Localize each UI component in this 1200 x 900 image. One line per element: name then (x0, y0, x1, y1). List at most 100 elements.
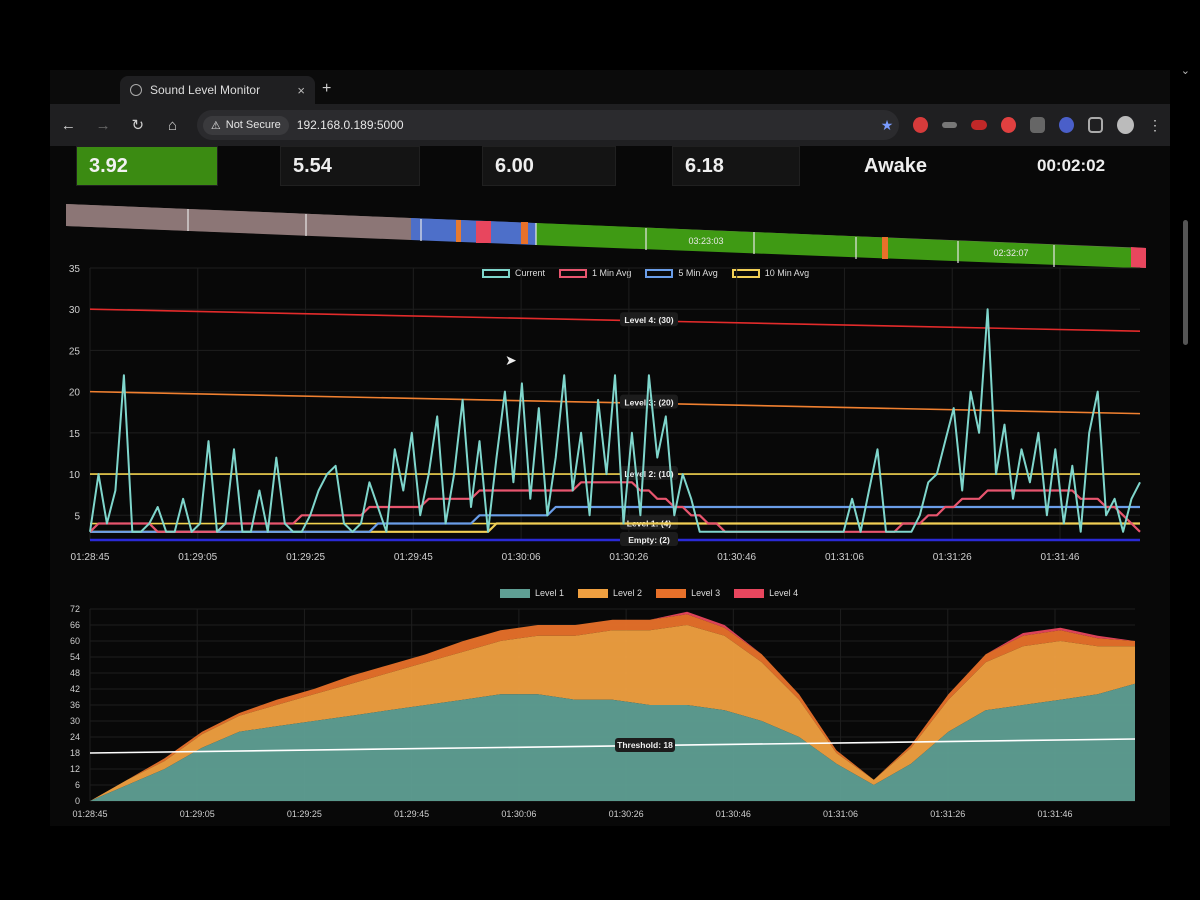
state-value: Awake (864, 154, 928, 177)
y-tick-label: 12 (70, 764, 80, 774)
line-chart-legend: Current 1 Min Avg 5 Min Avg 10 Min Avg (482, 268, 809, 278)
x-tick-label: 01:29:25 (286, 552, 325, 563)
x-tick-label: 01:30:26 (609, 809, 644, 819)
legend-swatch-1min (559, 268, 588, 278)
y-tick-label: 10 (69, 470, 81, 481)
security-label: Not Secure (225, 119, 281, 131)
tab-search-chevron-icon[interactable]: ⌄ (1180, 65, 1190, 77)
extensions-puzzle-icon[interactable] (1087, 117, 1104, 133)
legend-10min[interactable]: 10 Min Avg (731, 268, 809, 278)
legend-level3[interactable]: Level 3 (656, 588, 720, 598)
profile-avatar[interactable] (1117, 116, 1135, 134)
avg10-value: 6.18 (685, 154, 724, 177)
state-timeline: 03:23:03 02:32:07 (66, 204, 1146, 268)
y-tick-label: 36 (70, 700, 80, 710)
y-tick-label: 35 (69, 264, 81, 275)
threshold-label: Threshold: 18 (617, 740, 673, 750)
threshold-label-bg (615, 738, 675, 752)
threshold-label: Level 4: (30) (624, 315, 673, 325)
security-chip[interactable]: ⚠ Not Secure (202, 115, 289, 135)
legend-level2-label: Level 2 (613, 588, 643, 598)
scrollbar[interactable] (1183, 220, 1188, 345)
browser-toolbar: ← → ↻ ⌂ ⚠ Not Secure 192.168.0.189:5000 … (50, 104, 1170, 146)
area-level-2 (90, 625, 1135, 801)
threshold-label-bg (620, 466, 678, 481)
legend-swatch-level4 (734, 588, 765, 598)
x-tick-label: 01:29:05 (178, 552, 217, 563)
avg1-value: 5.54 (293, 154, 332, 177)
series-line-5-min-avg (90, 505, 1140, 533)
threshold-label: Level 2: (10) (624, 469, 673, 479)
address-bar[interactable]: ⚠ Not Secure 192.168.0.189:5000 ★ (196, 110, 900, 140)
legend-current[interactable]: Current (482, 268, 545, 278)
reload-icon[interactable]: ↻ (131, 117, 145, 134)
bookmark-star-icon[interactable]: ★ (880, 116, 894, 133)
current-level-value: 3.92 (89, 154, 128, 177)
timeline-label-2: 02:32:07 (993, 248, 1028, 258)
legend-1min-label: 1 Min Avg (592, 268, 632, 278)
legend-5min[interactable]: 5 Min Avg (645, 268, 718, 278)
timeline-quiet-segment (66, 204, 411, 240)
globe-icon (130, 84, 142, 96)
legend-level1[interactable]: Level 1 (500, 588, 564, 598)
y-tick-label: 42 (70, 684, 80, 694)
avg5-tile: 6.00 (482, 146, 616, 186)
series-line-1-min-avg (89, 481, 1141, 533)
legend-5min-label: 5 Min Avg (678, 268, 718, 278)
legend-level4-label: Level 4 (769, 588, 799, 598)
threshold-label-bg (620, 532, 678, 546)
sound-monitor-page: 3.92 5.54 6.00 6.18 Awake 00:02:02 03:23… (50, 146, 1170, 826)
legend-level4[interactable]: Level 4 (734, 588, 798, 598)
x-tick-label: 01:31:06 (825, 552, 864, 563)
extension-blue-icon[interactable] (1058, 117, 1074, 133)
x-tick-label: 01:29:05 (180, 809, 215, 819)
timeline-level3-mark-2 (521, 222, 528, 244)
legend-swatch-current (482, 268, 510, 278)
tab-sound-level-monitor[interactable]: Sound Level Monitor × (120, 76, 315, 104)
timeline-mixed-segment (411, 218, 536, 245)
record-extension-icon[interactable] (913, 117, 929, 133)
x-tick-label: 01:31:06 (823, 809, 858, 819)
current-level-tile: 3.92 (76, 146, 218, 186)
area-chart-legend: Level 1 Level 2 Level 3 Level 4 (500, 588, 798, 598)
x-tick-label: 01:29:45 (394, 809, 429, 819)
legend-swatch-10min (731, 268, 760, 278)
mouse-cursor-icon: ➤ (505, 352, 517, 368)
extension-red-icon[interactable] (1000, 117, 1016, 133)
threshold-line (89, 390, 1141, 415)
forward-icon[interactable]: → (95, 116, 111, 134)
apps-grid-icon[interactable] (1029, 117, 1045, 133)
x-tick-label: 01:30:26 (609, 552, 648, 563)
state-tile: Awake (852, 146, 962, 186)
x-tick-label: 01:31:46 (1041, 552, 1080, 563)
extension-pill-icon[interactable] (971, 120, 987, 130)
back-icon[interactable]: ← (60, 116, 76, 134)
x-tick-label: 01:30:06 (501, 809, 536, 819)
y-tick-label: 20 (69, 388, 81, 399)
menu-dots-icon[interactable]: ⋮ (1148, 116, 1163, 133)
legend-current-label: Current (515, 268, 546, 278)
avg5-value: 6.00 (495, 154, 534, 177)
x-tick-label: 01:31:26 (930, 809, 965, 819)
series-line-10-min-avg (90, 522, 1140, 533)
url-text[interactable]: 192.168.0.189:5000 (296, 118, 404, 132)
y-tick-label: 54 (70, 652, 80, 662)
y-tick-label: 6 (75, 780, 80, 790)
legend-level2[interactable]: Level 2 (578, 588, 642, 598)
legend-1min[interactable]: 1 Min Avg (559, 268, 631, 278)
threshold-line (89, 738, 1136, 754)
area-level-1 (90, 683, 1135, 801)
extension-bar-icon[interactable] (942, 122, 958, 128)
avg1-tile: 5.54 (280, 146, 420, 186)
threshold-label-bg (620, 394, 678, 409)
y-tick-label: 30 (69, 305, 81, 316)
x-tick-label: 01:30:46 (717, 552, 756, 563)
y-tick-label: 18 (70, 748, 80, 758)
home-icon[interactable]: ⌂ (167, 116, 178, 134)
x-tick-label: 01:28:45 (72, 809, 107, 819)
close-tab-icon[interactable]: × (297, 82, 305, 98)
new-tab-button[interactable]: + (322, 80, 332, 97)
x-tick-label: 01:29:25 (287, 809, 322, 819)
tab-title: Sound Level Monitor (150, 83, 261, 97)
x-tick-label: 01:31:26 (933, 552, 972, 563)
